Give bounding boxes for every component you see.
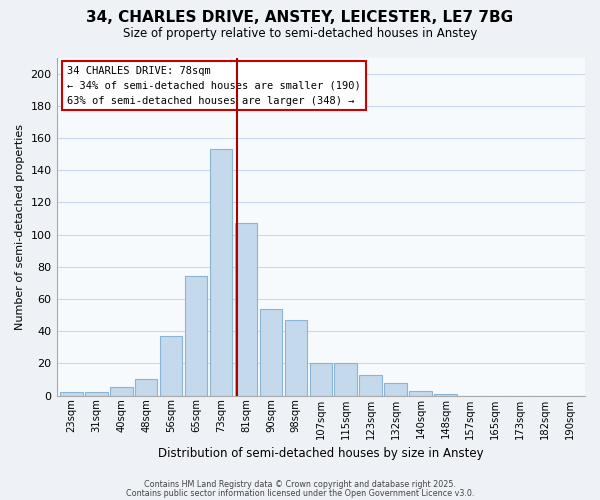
Y-axis label: Number of semi-detached properties: Number of semi-detached properties xyxy=(15,124,25,330)
Bar xyxy=(434,394,457,396)
Bar xyxy=(85,392,107,396)
Text: 34 CHARLES DRIVE: 78sqm
← 34% of semi-detached houses are smaller (190)
63% of s: 34 CHARLES DRIVE: 78sqm ← 34% of semi-de… xyxy=(67,66,361,106)
Bar xyxy=(135,380,157,396)
Text: 34, CHARLES DRIVE, ANSTEY, LEICESTER, LE7 7BG: 34, CHARLES DRIVE, ANSTEY, LEICESTER, LE… xyxy=(86,10,514,25)
Bar xyxy=(334,364,357,396)
Bar xyxy=(409,390,431,396)
Bar xyxy=(385,382,407,396)
Bar xyxy=(359,374,382,396)
Text: Size of property relative to semi-detached houses in Anstey: Size of property relative to semi-detach… xyxy=(123,28,477,40)
Text: Contains public sector information licensed under the Open Government Licence v3: Contains public sector information licen… xyxy=(126,489,474,498)
Bar xyxy=(284,320,307,396)
Bar xyxy=(110,388,133,396)
Bar xyxy=(185,276,208,396)
Bar xyxy=(60,392,83,396)
Text: Contains HM Land Registry data © Crown copyright and database right 2025.: Contains HM Land Registry data © Crown c… xyxy=(144,480,456,489)
Bar xyxy=(260,308,282,396)
Bar xyxy=(160,336,182,396)
Bar xyxy=(235,224,257,396)
X-axis label: Distribution of semi-detached houses by size in Anstey: Distribution of semi-detached houses by … xyxy=(158,447,484,460)
Bar xyxy=(310,364,332,396)
Bar xyxy=(210,149,232,396)
